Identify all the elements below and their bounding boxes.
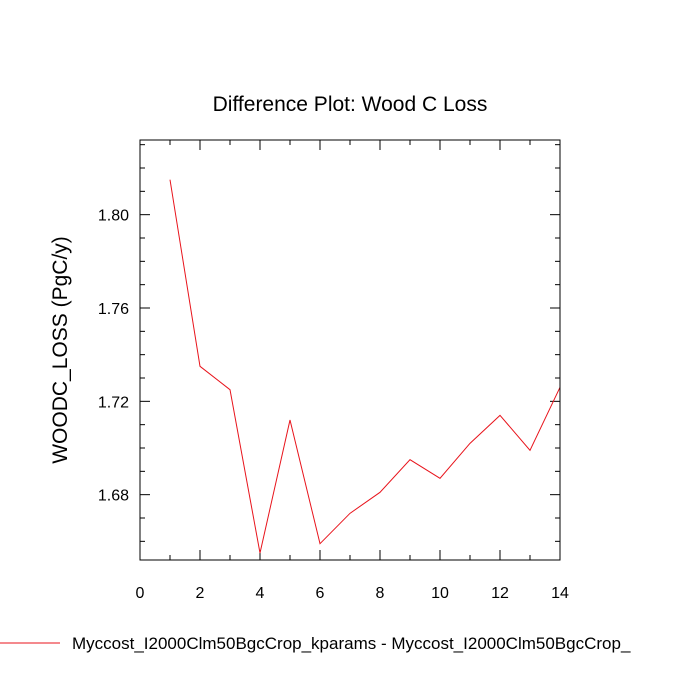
x-tick-label: 12: [491, 585, 509, 602]
x-tick-label: 8: [376, 585, 385, 602]
x-tick-label: 4: [256, 585, 265, 602]
series-lines: [169, 179, 561, 554]
chart-title: Difference Plot: Wood C Loss: [213, 93, 488, 116]
legend-label: Myccost_I2000Clm50BgcCrop_kparams - Mycc…: [72, 634, 631, 653]
axis-ticks: [139, 140, 561, 560]
x-tick-label: 0: [136, 585, 145, 602]
y-tick-label: 1.76: [98, 301, 129, 318]
series-line: [169, 179, 561, 554]
plot-frame: [139, 139, 561, 561]
x-tick-label: 2: [196, 585, 205, 602]
y-axis-label: WOODC_LOSS (PgC/y): [49, 236, 72, 464]
x-tick-label: 10: [431, 585, 449, 602]
y-tick-label: 1.80: [98, 208, 129, 225]
x-tick-label: 6: [316, 585, 325, 602]
axis-tick-labels: 0 2 4 6 8 10 12 14 1.68 1.72 1.76 1.80: [98, 208, 569, 602]
x-tick-label: 14: [551, 585, 569, 602]
legend: Myccost_I2000Clm50BgcCrop_kparams - Mycc…: [0, 634, 631, 653]
y-tick-label: 1.68: [98, 488, 129, 505]
y-tick-label: 1.72: [98, 394, 129, 411]
